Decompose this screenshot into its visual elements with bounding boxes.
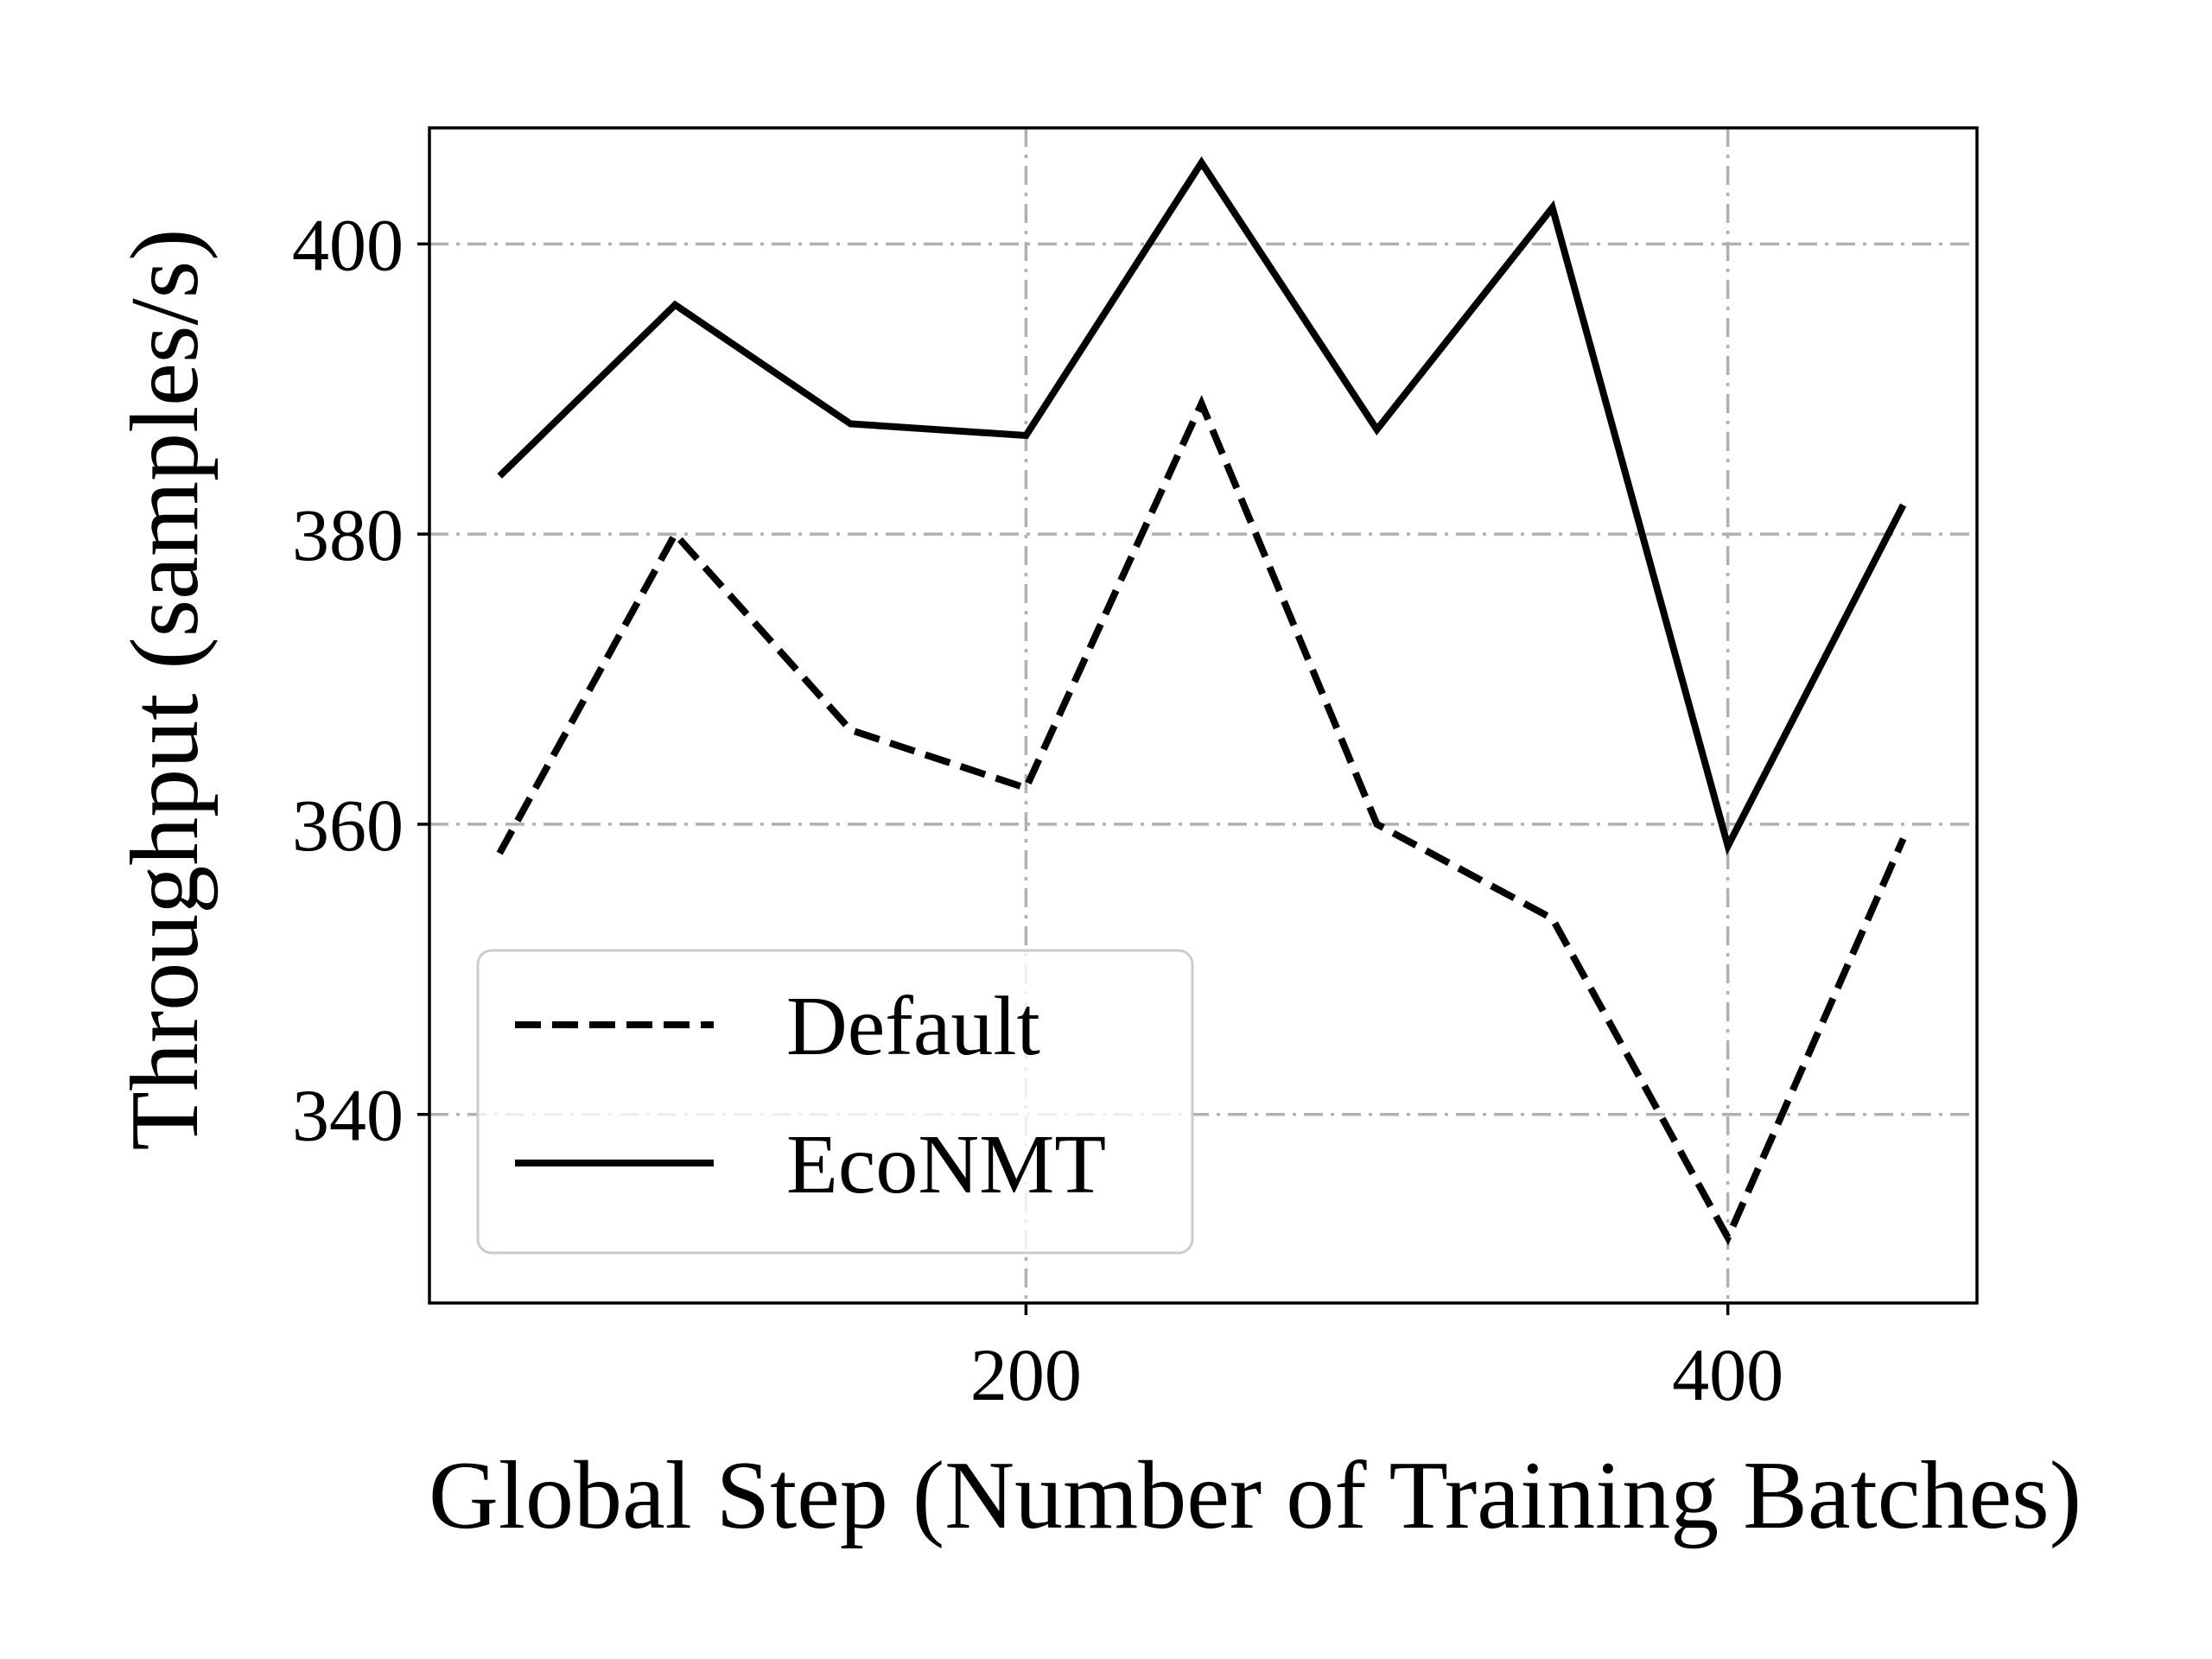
- x-tick-label-200: 200: [970, 1333, 1082, 1416]
- x-axis-title: Global Step (Number of Training Batches): [429, 1442, 2082, 1549]
- legend-label-econmt: EcoNMT: [786, 1118, 1106, 1211]
- y-tick-label-380: 380: [292, 493, 404, 576]
- plot-frame: [428, 126, 1979, 1305]
- y-axis-title: Throughput (samples/s): [111, 229, 219, 1151]
- y-tick-label-340: 340: [292, 1074, 404, 1157]
- y-tick-label-360: 360: [292, 784, 404, 867]
- series-line-default: [496, 395, 1907, 1246]
- legend: Default EcoNMT: [476, 949, 1194, 1255]
- series-layer: [496, 156, 1907, 1246]
- axis-ticks: 200 400 340 360 380 400: [292, 203, 1783, 1416]
- series-line-econmt: [497, 156, 1907, 856]
- y-tick-label-400: 400: [292, 203, 404, 286]
- legend-box: [476, 949, 1194, 1255]
- legend-label-default: Default: [786, 980, 1040, 1073]
- x-tick-label-400: 400: [1672, 1333, 1783, 1416]
